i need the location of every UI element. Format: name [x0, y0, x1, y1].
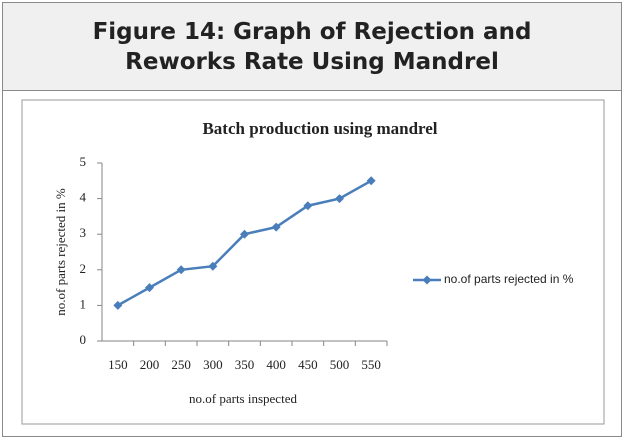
x-tick-label: 550: [361, 357, 381, 372]
figure-frame: Figure 14: Graph of Rejection and Rework…: [2, 2, 622, 437]
x-tick-label: 500: [330, 357, 350, 372]
data-point: [145, 283, 154, 293]
x-tick-label: 250: [171, 357, 191, 372]
y-tick-label: 5: [80, 154, 87, 169]
data-point: [113, 300, 123, 310]
x-tick-label: 350: [235, 357, 255, 372]
figure-title: Figure 14: Graph of Rejection and Rework…: [92, 18, 532, 75]
data-point: [366, 176, 376, 186]
y-tick-label: 4: [80, 190, 87, 205]
x-tick-label: 200: [140, 357, 160, 372]
y-tick-label: 1: [80, 296, 87, 311]
x-tick-label: 300: [203, 357, 223, 372]
legend-marker: [422, 275, 432, 285]
data-point: [335, 194, 344, 204]
y-axis-label: no.of parts rejected in %: [53, 188, 68, 316]
figure-header: Figure 14: Graph of Rejection and Rework…: [3, 3, 621, 91]
y-tick-label: 2: [80, 261, 87, 276]
x-tick-label: 450: [298, 357, 318, 372]
legend-item: no.of parts rejected in %: [444, 272, 574, 286]
chart-border: [21, 99, 605, 425]
data-point: [240, 229, 249, 239]
data-point: [271, 222, 281, 232]
data-point: [303, 201, 313, 211]
x-axis-label: no.of parts inspected: [189, 391, 297, 406]
data-point: [208, 261, 218, 271]
x-tick-label: 150: [108, 357, 128, 372]
chart-title: Batch production using mandrel: [202, 119, 437, 138]
legend-label: no.of parts rejected in %: [444, 272, 574, 286]
y-tick-label: 3: [80, 225, 87, 240]
x-tick-label: 400: [266, 357, 286, 372]
y-tick-label: 0: [80, 332, 87, 347]
data-point: [176, 265, 186, 275]
